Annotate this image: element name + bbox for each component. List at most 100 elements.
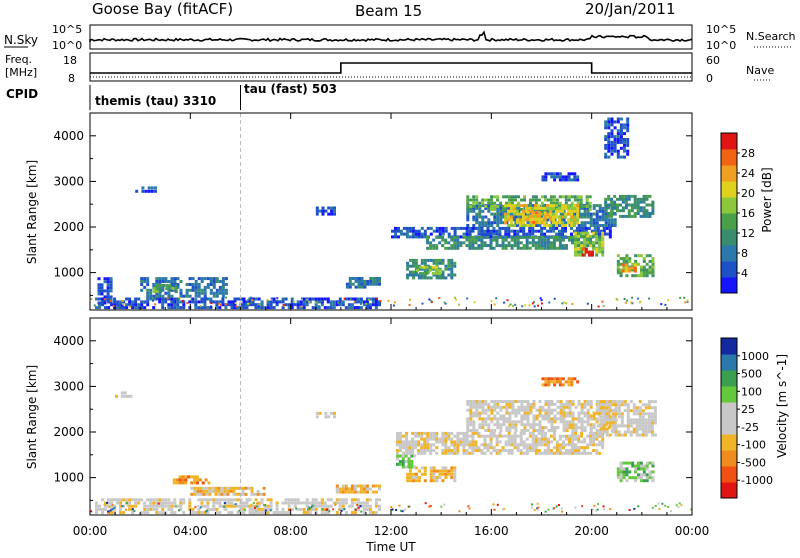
heatmap-cell — [420, 276, 424, 280]
heatmap-cell — [417, 479, 421, 483]
heatmap-cell — [101, 303, 104, 307]
heatmap-cell — [441, 469, 445, 473]
heatmap-cell — [326, 306, 330, 310]
heatmap-cell — [453, 434, 457, 438]
heatmap-cell — [510, 449, 514, 452]
heatmap-cell — [534, 195, 538, 199]
heatmap-cell — [159, 284, 162, 287]
heatmap-speckle — [651, 506, 654, 509]
heatmap-speckle — [443, 301, 446, 304]
heatmap-cell — [562, 426, 566, 430]
heatmap-cell — [401, 462, 405, 466]
heatmap-cell — [441, 479, 445, 483]
heatmap-cell — [577, 253, 581, 257]
heatmap-cell — [633, 269, 637, 273]
heatmap-cell — [161, 501, 165, 505]
heatmap-speckle — [533, 301, 535, 304]
heatmap-cell — [471, 241, 475, 245]
heatmap-cell — [290, 297, 294, 301]
heatmap-cell — [598, 440, 602, 444]
heatmap-cell — [126, 394, 130, 398]
heatmap-cell — [490, 208, 494, 211]
heatmap-speckle — [126, 504, 129, 507]
heatmap-cell — [641, 418, 645, 422]
heatmap-cell — [113, 297, 117, 301]
heatmap-cell — [523, 414, 527, 418]
heatmap-cell — [489, 443, 493, 447]
heatmap-cell — [426, 443, 430, 447]
heatmap-cell — [581, 229, 585, 233]
heatmap-cell — [496, 198, 500, 202]
heatmap-cell — [639, 265, 643, 269]
heatmap-speckle — [540, 302, 543, 305]
heatmap-cell — [648, 265, 652, 269]
colorbar-swatch — [721, 133, 737, 150]
heatmap-cell — [245, 501, 249, 505]
heatmap-cell — [518, 212, 522, 216]
heatmap-cell — [471, 449, 475, 452]
heatmap-cell — [484, 221, 488, 225]
heatmap-cell — [447, 449, 451, 452]
heatmap-cell — [565, 451, 568, 455]
heatmap-cell — [589, 429, 593, 432]
heatmap-cell — [513, 241, 517, 245]
heatmap-cell — [465, 232, 469, 236]
heatmap-cell — [547, 380, 551, 384]
heatmap-cell — [507, 443, 511, 447]
heatmap-cell — [514, 414, 518, 418]
heatmap-speckle — [106, 501, 109, 504]
heatmap-cell — [534, 206, 537, 210]
heatmap-cell — [489, 238, 493, 242]
heatmap-cell — [531, 235, 535, 239]
heatmap-cell — [637, 262, 640, 266]
heatmap-cell — [642, 257, 646, 261]
heatmap-speckle — [654, 504, 657, 507]
heatmap-cell — [592, 449, 596, 452]
heatmap-cell — [595, 451, 599, 455]
heatmap-cell — [559, 417, 563, 421]
heatmap-cell — [616, 155, 620, 159]
heatmap-cell — [568, 238, 571, 242]
heatmap-cell — [650, 415, 654, 419]
heatmap-cell — [468, 443, 472, 447]
heatmap-speckle — [503, 507, 506, 510]
heatmap-cell — [468, 246, 472, 250]
heatmap-cell — [146, 507, 150, 511]
heatmap-cell — [550, 175, 554, 179]
heatmap-cell — [549, 195, 553, 199]
heatmap-cell — [617, 412, 621, 416]
heatmap-cell — [484, 417, 488, 421]
heatmap-cell — [115, 394, 119, 398]
heatmap-cell — [205, 486, 209, 490]
heatmap-cell — [362, 490, 366, 494]
heatmap-cell — [607, 214, 611, 218]
heatmap-cell — [513, 443, 517, 447]
heatmap-cell — [558, 434, 562, 438]
heatmap-cell — [526, 221, 530, 225]
heatmap-cell — [651, 200, 655, 204]
colorbar-swatch — [721, 165, 737, 182]
heatmap-cell — [441, 273, 445, 277]
heatmap-cell — [435, 258, 439, 262]
heatmap-cell — [429, 472, 433, 476]
heatmap-cell — [462, 440, 466, 444]
heatmap-cell — [504, 440, 508, 444]
heatmap-cell — [535, 211, 538, 215]
heatmap-cell — [602, 430, 606, 434]
heatmap-cell — [496, 224, 500, 227]
heatmap-cell — [532, 414, 536, 418]
heatmap-cell — [453, 229, 457, 233]
heatmap-cell — [549, 244, 553, 248]
heatmap-cell — [648, 212, 652, 215]
heatmap-cell — [356, 300, 360, 304]
heatmap-cell — [495, 244, 499, 248]
heatmap-cell — [487, 224, 491, 227]
heatmap-cell — [477, 449, 481, 452]
heatmap-cell — [595, 224, 599, 227]
heatmap-cell — [354, 285, 358, 289]
heatmap-cell — [441, 466, 445, 470]
heatmap-cell — [565, 423, 569, 427]
heatmap-cell — [586, 221, 590, 225]
